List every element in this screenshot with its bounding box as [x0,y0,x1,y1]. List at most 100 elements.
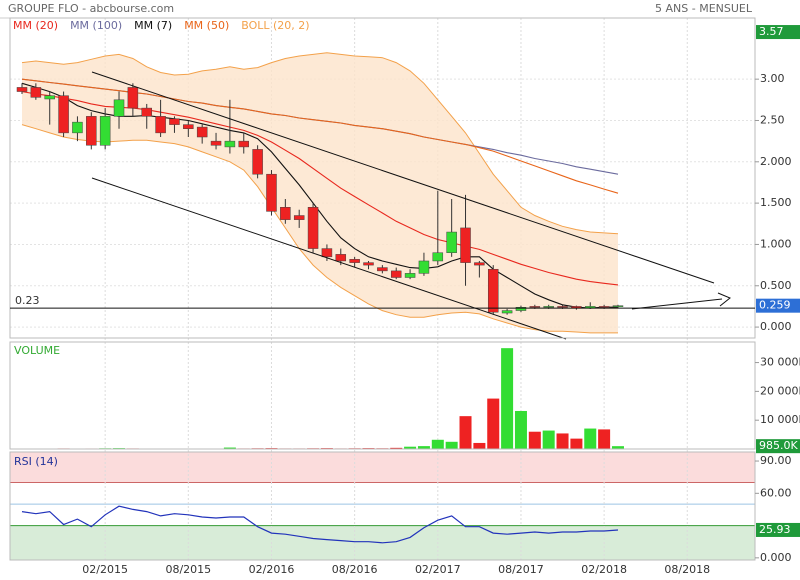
x-tick-label: 08/2016 [332,563,378,576]
candle-body [280,207,291,220]
volume-title: VOLUME [14,344,60,357]
x-tick-label: 08/2018 [664,563,710,576]
x-tick-label: 02/2016 [249,563,295,576]
volume-frame [9,341,756,450]
volume-bar [556,433,569,449]
candle-body [238,140,250,148]
candle-body [196,126,208,138]
x-tick-label: 08/2015 [165,563,211,576]
chart-subtitle: 5 ANS - MENSUEL [655,2,753,15]
candle-body [432,252,444,262]
y-tick-label: 2.000 [760,155,792,168]
candle-body [598,306,610,308]
candle-body [30,87,42,98]
chart-title: GROUPE FLO - abcbourse.com [8,2,174,15]
y-tick-label: 10 000K [760,413,800,426]
x-tick-label: 02/2015 [82,563,128,576]
volume-bar [223,447,236,449]
last-volume-label-box [756,439,800,454]
candle-body [404,273,416,278]
volume-bar [473,442,486,449]
legend-entry: MM (7) [134,19,172,32]
candle-body [460,227,471,263]
x-tick-label: 08/2017 [498,563,544,576]
candle-body [377,267,388,272]
candle-body [252,149,263,175]
y-tick-label: 0.000 [760,551,792,564]
volume-bar [501,348,514,449]
price-frame [9,17,756,339]
volume-bar [584,428,597,449]
candle-body [363,262,374,266]
horizontal-line-label: 0.23 [15,294,40,307]
candle-body [293,215,305,220]
x-tick-label: 02/2017 [415,563,461,576]
max-label-box [756,25,800,40]
volume-bar [528,431,541,449]
candle-body [501,310,513,314]
last-rsi-label: 25.93 [759,523,791,536]
candle-body [224,140,236,148]
candle-body [169,118,180,125]
volume-bar [598,429,611,449]
candle-body [58,95,69,134]
candle-body [390,270,402,278]
y-tick-label: 30 000K [760,356,800,369]
trend-line [91,177,567,340]
y-tick-label: 90.00 [760,454,792,467]
last-rsi-label-box [756,522,800,537]
trend-line [91,71,715,284]
volume-bar [404,446,417,449]
legend-entry: BOLL (20, 2) [241,19,309,32]
bollinger-upper [21,52,619,235]
arrow-head [717,292,731,307]
candle-body [529,306,541,308]
y-tick-label: 20 000K [760,384,800,397]
candle-body [349,259,360,263]
y-tick-label: 1.500 [760,196,792,209]
volume-bar [611,446,624,449]
candle-body [612,305,624,307]
candle-body [266,173,277,212]
overbought-zone [10,452,755,483]
rsi-title: RSI (14) [14,455,58,468]
x-tick-label: 02/2018 [581,563,627,576]
candle-body [487,268,499,313]
volume-bar [417,446,430,449]
volume-bar [459,416,472,449]
bollinger-lower [21,124,618,334]
volume-bar [390,447,403,449]
candle-body [418,260,430,274]
y-tick-label: 0.000 [760,320,792,333]
candle-body [183,124,194,129]
volume-bar [514,410,527,449]
grid [10,18,755,560]
last-label: 0.259 [759,299,791,312]
rsi-line [21,505,619,544]
ma-line [21,78,619,194]
y-tick-label: 0.500 [760,279,792,292]
max-label: 3.57 [759,25,784,38]
candle-body [44,95,55,100]
legend-entry: MM (100) [70,19,122,32]
last-label-box [756,298,800,313]
y-tick-label: 60.00 [760,486,792,499]
candle-body [543,306,554,308]
arrow-line [631,298,723,310]
candle-body [307,207,319,249]
volume-bar [445,441,458,449]
trend-lines [91,71,731,340]
candle-body [127,87,139,109]
volume-bar [431,439,444,449]
candle-body [141,107,152,117]
candle-body [155,116,166,134]
candle-body [210,140,222,146]
candle-body [16,87,28,92]
legend-entry: MM (50) [184,19,229,32]
candle-body [557,306,568,308]
volume-bar [542,430,555,449]
rsi-frame [9,451,756,561]
y-tick-label: 2.50 [760,113,785,126]
candle-body [446,231,457,253]
